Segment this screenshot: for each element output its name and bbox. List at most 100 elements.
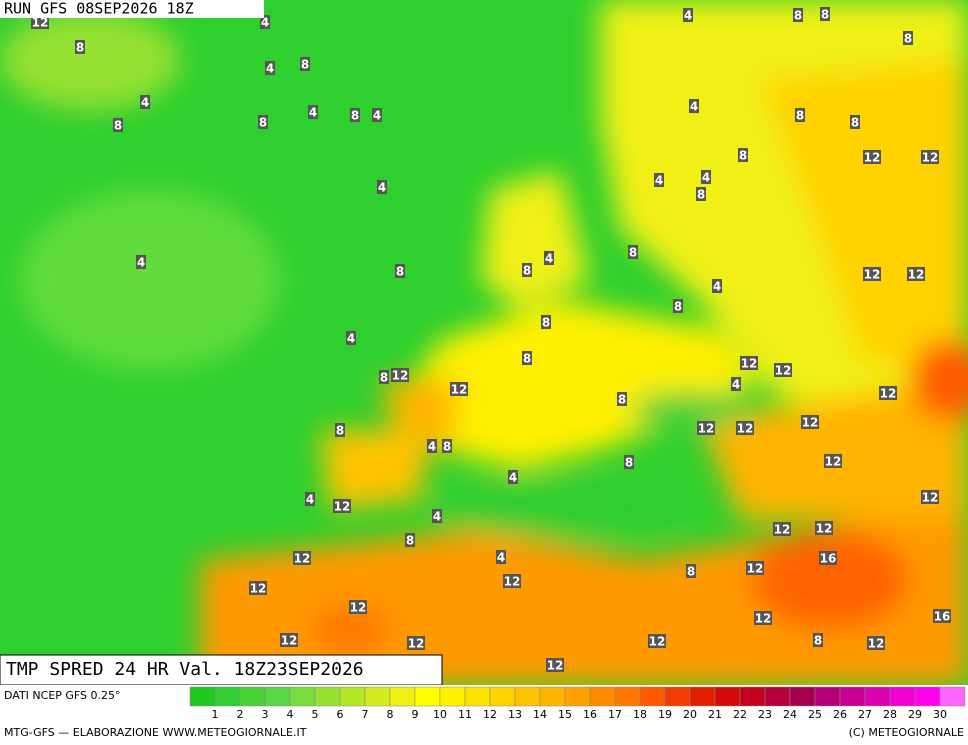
label-box	[701, 170, 711, 184]
tick-label: 25	[808, 708, 822, 721]
color-box	[914, 686, 941, 707]
map-label: 4	[428, 440, 436, 454]
map-label: 12	[755, 612, 772, 626]
label-box	[689, 99, 699, 113]
label-box	[863, 267, 881, 281]
map-label: 12	[908, 268, 925, 282]
label-box	[349, 600, 367, 614]
label-box	[544, 251, 554, 265]
map-label: 12	[880, 387, 897, 401]
map-label: 4	[137, 256, 145, 270]
tick-label: 26	[833, 708, 847, 721]
label-box	[617, 392, 627, 406]
run-box	[0, 0, 264, 18]
map-label: 8	[625, 456, 633, 470]
tick-label: 17	[608, 708, 622, 721]
map-label: 12	[350, 601, 367, 615]
label-box	[136, 255, 146, 269]
map-label: 8	[114, 119, 122, 133]
label-box	[683, 8, 693, 22]
map-label: 8	[687, 565, 695, 579]
tick-label: 1	[212, 708, 219, 721]
map-label: 4	[509, 471, 517, 485]
map-label: 8	[814, 634, 822, 648]
map-label: 4	[373, 109, 381, 123]
map-label: 12	[408, 637, 425, 651]
label-box	[407, 636, 425, 650]
color-box	[189, 686, 216, 707]
label-box	[541, 315, 551, 329]
label-box	[815, 521, 833, 535]
map-label: 4	[266, 62, 274, 76]
map-label: 16	[934, 610, 951, 624]
label-box	[522, 351, 532, 365]
tick-label: 9	[412, 708, 419, 721]
label-box	[405, 533, 415, 547]
label-box	[907, 267, 925, 281]
color-box	[239, 686, 266, 707]
label-box	[508, 470, 518, 484]
label-box	[546, 658, 564, 672]
map-label: 16	[820, 552, 837, 566]
color-box	[564, 686, 591, 707]
product-box	[0, 654, 443, 686]
map-label: 12	[32, 16, 49, 30]
source: DATI NCEP GFS 0.25°	[4, 689, 121, 702]
color-box	[789, 686, 816, 707]
label-box	[648, 634, 666, 648]
label-box	[140, 95, 150, 109]
label-box	[258, 115, 268, 129]
tick-label: 30	[933, 708, 947, 721]
map-label: 4	[141, 96, 149, 110]
color-box	[814, 686, 841, 707]
map-label: 8	[76, 41, 84, 55]
label-box	[850, 115, 860, 129]
map-label: 8	[904, 32, 912, 46]
tick-label: 12	[483, 708, 497, 721]
color-box	[539, 686, 566, 707]
label-box	[813, 633, 823, 647]
map-label: 8	[443, 440, 451, 454]
tick-label: 29	[908, 708, 922, 721]
map-label: 8	[396, 265, 404, 279]
tick-label: 28	[883, 708, 897, 721]
label-box	[395, 264, 405, 278]
tick-label: 14	[533, 708, 547, 721]
color-box	[864, 686, 891, 707]
label-box	[774, 363, 792, 377]
label-box	[346, 331, 356, 345]
tick-label: 27	[858, 708, 872, 721]
color-box	[739, 686, 766, 707]
field	[0, 0, 968, 685]
map-label: 8	[351, 109, 359, 123]
map-label: 12	[737, 422, 754, 436]
label-box	[686, 564, 696, 578]
map-label: 8	[697, 188, 705, 202]
map-label: 12	[922, 151, 939, 165]
map-label: 8	[523, 264, 531, 278]
tick-label: 7	[362, 708, 369, 721]
label-box	[738, 148, 748, 162]
label-box	[793, 8, 803, 22]
color-box	[714, 686, 741, 707]
label-box	[350, 108, 360, 122]
tick-label: 23	[758, 708, 772, 721]
color-box	[889, 686, 916, 707]
map-label: 4	[545, 252, 553, 266]
label-box	[249, 581, 267, 595]
tick-label: 24	[783, 708, 797, 721]
label-box	[432, 509, 442, 523]
label-box	[300, 57, 310, 71]
color-box	[489, 686, 516, 707]
map-label: 4	[347, 332, 355, 346]
label-box	[372, 108, 382, 122]
label-box	[740, 356, 758, 370]
color-box	[264, 686, 291, 707]
tick-label: 5	[312, 708, 319, 721]
label-box	[801, 415, 819, 429]
label-box	[427, 439, 437, 453]
label-box	[113, 118, 123, 132]
color-box	[639, 686, 666, 707]
label-box	[308, 105, 318, 119]
